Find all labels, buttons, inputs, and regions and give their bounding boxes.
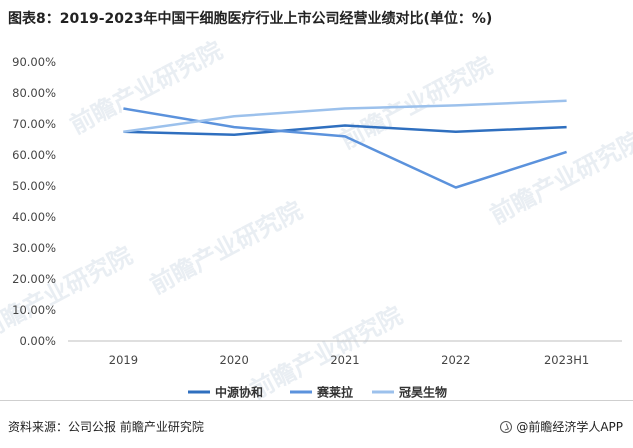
y-axis: 0.00% 10.00% 20.00% 30.00% 40.00% 50.00% 60.00… [12,55,56,348]
watermark-layer: 前瞻产业研究院 前瞻产业研究院前瞻产业研究院前瞻产业研究院前瞻产业研究院前瞻产业研… [0,36,633,405]
y-tick-label: 90.00% [12,55,56,69]
series-layer [123,99,567,189]
y-tick-label: 60.00% [12,148,56,162]
brand-text: @前瞻经济学人APP [516,420,623,434]
x-tick-label: 2020 [220,353,249,367]
x-axis: 2019 2020 2021 2022 2023H1 [109,353,589,367]
y-tick-label: 50.00% [12,179,56,193]
y-tick-label: 0.00% [19,334,56,348]
watermark-text: 前瞻产业研究院 [66,36,227,140]
y-tick-label: 70.00% [12,117,56,131]
x-tick-label: 2019 [109,353,138,367]
y-tick-label: 20.00% [12,272,56,286]
x-tick-label: 2022 [441,353,470,367]
x-tick-label: 2021 [330,353,359,367]
legend-label: 冠昊生物 [399,385,447,400]
chart-title: 图表8：2019-2023年中国干细胞医疗行业上市公司经营业绩对比(单位：%) [8,11,493,27]
x-tick-label: 2023H1 [544,353,589,367]
legend-label: 赛莱拉 [316,385,353,400]
brand-label: @前瞻经济学人APP [500,418,623,435]
brand-logo-icon [500,420,513,433]
y-tick-label: 40.00% [12,210,56,224]
footer-divider [0,400,633,401]
y-tick-label: 30.00% [12,241,56,255]
watermark-text: 前瞻产业研究院 [0,241,137,345]
legend-label: 中源协和 [215,385,263,400]
series-line-1 [123,124,567,137]
series-line-3 [123,99,567,134]
watermark-text: 前瞻产业研究院 [146,196,307,300]
y-tick-label: 10.00% [12,303,56,317]
legend: 中源协和 赛莱拉 冠昊生物 [188,385,447,400]
source-note: 资料来源：公司公报 前瞻产业研究院 [8,420,204,434]
y-tick-label: 80.00% [12,86,56,100]
watermark-text: 前瞻产业研究院 [486,126,633,230]
watermark-text: 前瞻产业研究院 [336,51,497,155]
